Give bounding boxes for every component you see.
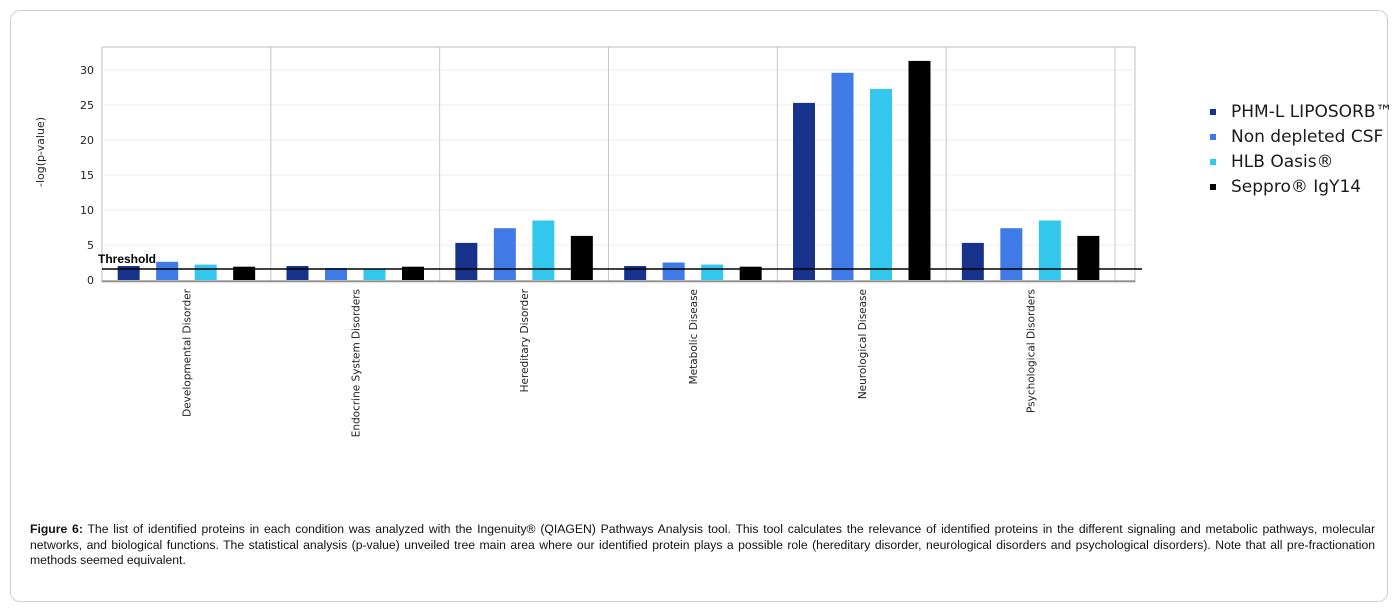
bar bbox=[1000, 228, 1023, 280]
bar-chart: 0 5 10 15 20 25 30 -log(p-value) Threshold Develo… bbox=[34, 46, 1142, 437]
legend-item: Seppro® IgY14 bbox=[1210, 174, 1392, 199]
bar bbox=[493, 228, 516, 280]
bar bbox=[1038, 220, 1061, 280]
bar bbox=[1077, 235, 1100, 280]
legend-swatch bbox=[1210, 158, 1216, 165]
y-tick-label: 20 bbox=[80, 134, 94, 147]
bar bbox=[117, 266, 140, 280]
x-tick-label: Endocrine System Disorders bbox=[350, 289, 362, 437]
caption-label: Figure 6: bbox=[30, 522, 83, 536]
bar bbox=[662, 262, 685, 280]
bar bbox=[233, 266, 256, 280]
legend-label: PHM-L LIPOSORB™ bbox=[1231, 101, 1393, 122]
bar bbox=[455, 242, 478, 280]
bar bbox=[624, 266, 647, 280]
legend-swatch bbox=[1210, 108, 1216, 115]
y-axis-label: -log(p-value) bbox=[34, 117, 47, 187]
bar bbox=[739, 266, 762, 280]
bar bbox=[870, 88, 892, 281]
bar bbox=[194, 264, 217, 280]
x-tick-label: Hereditary Disorder bbox=[519, 288, 531, 392]
legend-swatch bbox=[1210, 133, 1216, 140]
x-tick-label: Metabolic Disease bbox=[688, 289, 700, 384]
plot-area bbox=[101, 46, 1136, 283]
y-tick-label: 25 bbox=[80, 99, 94, 112]
legend-item: PHM-L LIPOSORB™ bbox=[1210, 99, 1392, 124]
figure-caption: Figure 6: The list of identified protein… bbox=[30, 522, 1375, 569]
y-tick-label: 30 bbox=[80, 64, 94, 77]
legend-label: HLB Oasis® bbox=[1231, 151, 1334, 172]
bar bbox=[532, 220, 555, 280]
legend-swatch bbox=[1210, 183, 1216, 190]
y-tick-label: 5 bbox=[87, 239, 94, 252]
bar bbox=[961, 242, 984, 280]
bar bbox=[363, 268, 386, 280]
bar bbox=[325, 268, 347, 280]
bar bbox=[286, 266, 309, 280]
bar bbox=[831, 72, 854, 280]
y-tick-label: 15 bbox=[80, 169, 94, 182]
legend-item: HLB Oasis® bbox=[1210, 149, 1392, 174]
bar bbox=[402, 266, 424, 280]
chart-legend: PHM-L LIPOSORB™ Non depleted CSF HLB Oas… bbox=[1210, 99, 1392, 199]
figure-frame bbox=[10, 10, 1388, 602]
bar bbox=[570, 235, 593, 280]
legend-label: Non depleted CSF bbox=[1231, 126, 1384, 147]
x-tick-label: Neurological Disease bbox=[857, 289, 869, 399]
legend-label: Seppro® IgY14 bbox=[1231, 176, 1362, 197]
y-tick-label: 0 bbox=[87, 274, 94, 287]
x-tick-label: Psychological Disorders bbox=[1026, 289, 1038, 413]
y-tick-label: 10 bbox=[80, 204, 94, 217]
bar bbox=[793, 102, 815, 281]
bar bbox=[156, 261, 179, 280]
caption-text: The list of identified proteins in each … bbox=[30, 522, 1376, 567]
legend-item: Non depleted CSF bbox=[1210, 124, 1392, 149]
bar bbox=[908, 60, 931, 281]
x-tick-label: Developmental Disorder bbox=[181, 288, 193, 417]
bar bbox=[701, 264, 724, 280]
threshold-label: Threshold bbox=[98, 252, 156, 266]
